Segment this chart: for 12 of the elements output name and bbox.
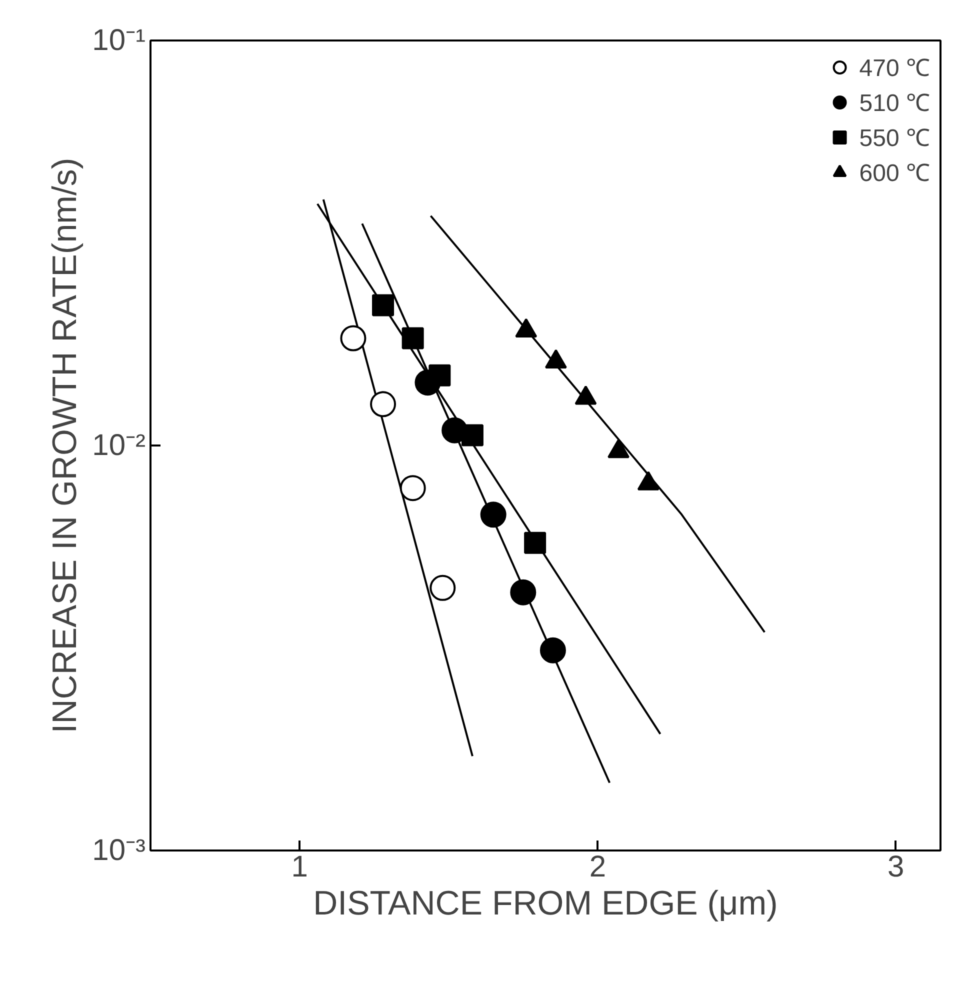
legend-label: 600 ℃: [859, 159, 930, 188]
y-axis-title: INCREASE IN GROWTH RATE(nm/s): [46, 158, 84, 734]
x-tick-label: 1: [291, 850, 308, 884]
x-tick-label: 2: [589, 850, 606, 884]
x-axis-title: DISTANCE FROM EDGE (μm): [313, 884, 778, 922]
y-tick-label: 10⁻¹: [92, 24, 146, 57]
legend-label: 470 ℃: [859, 54, 930, 83]
y-tick-label: 10⁻³: [92, 834, 146, 867]
x-tick-label: 3: [887, 850, 904, 884]
legend-label: 510 ℃: [859, 89, 930, 118]
y-tick-label: 10⁻²: [92, 429, 146, 462]
legend-label: 550 ℃: [859, 124, 930, 153]
